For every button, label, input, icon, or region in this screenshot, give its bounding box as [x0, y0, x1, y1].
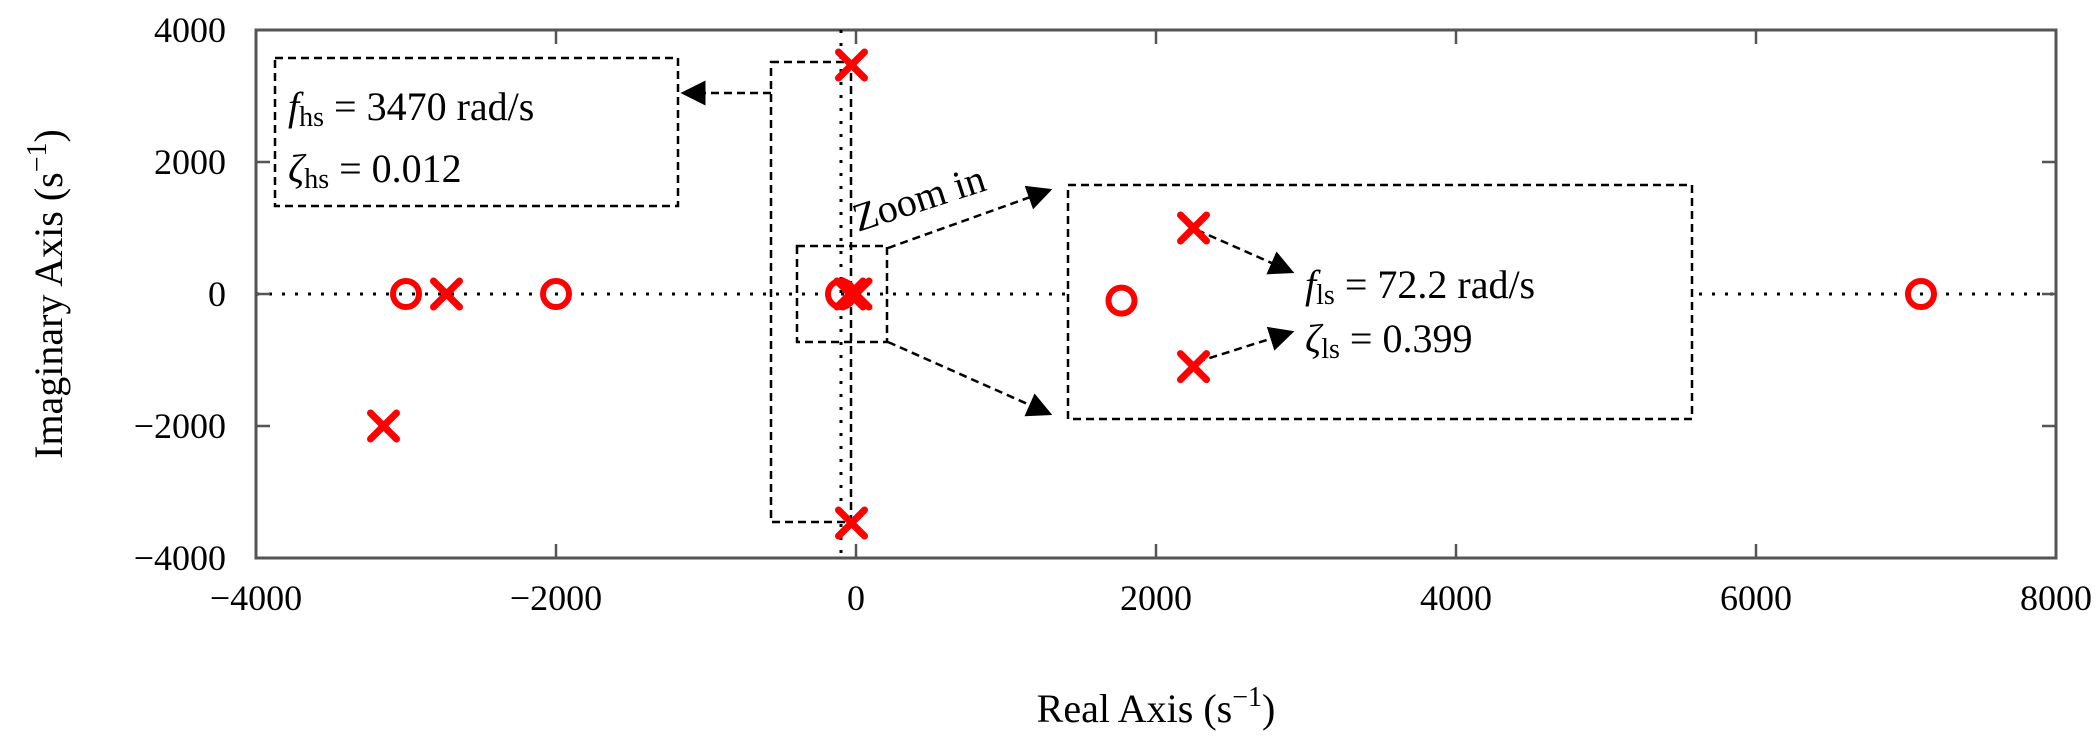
- x-tick-label: 2000: [1120, 578, 1192, 618]
- hs-damping-label: ζhs = 0.012: [288, 146, 462, 195]
- zero-marker: [540, 278, 572, 310]
- zoom-inset-box: [1066, 183, 1694, 421]
- x-tick-label: 8000: [2020, 578, 2092, 618]
- x-tick-label: 4000: [1420, 578, 1492, 618]
- ls-damping-symbol: ζ: [1305, 316, 1324, 361]
- y-axis-title-close: ): [26, 129, 71, 142]
- y-tick-label: 2000: [154, 142, 226, 182]
- inset-zero-marker: [1105, 284, 1138, 317]
- zoom-inset-markers: [1105, 211, 1210, 384]
- y-tick-label: 0: [208, 274, 226, 314]
- zero-marker: [1905, 278, 1937, 310]
- x-tick-label: −2000: [510, 578, 602, 618]
- y-axis-title-main: Imaginary Axis (s: [26, 172, 71, 459]
- x-axis-title-main: Real Axis (s: [1037, 686, 1233, 731]
- hs-annotation-box: [273, 56, 680, 208]
- x-tick-label: 0: [847, 578, 865, 618]
- pole-marker: [835, 506, 868, 540]
- x-tick-label: 6000: [1720, 578, 1792, 618]
- hs-damping-subscript: hs: [304, 164, 329, 195]
- hs-frequency-value: = 3470 rad/s: [324, 84, 534, 129]
- ls-frequency-subscript: ls: [1316, 280, 1335, 311]
- x-axis-title: Real Axis (s−1): [1037, 682, 1276, 731]
- pole-marker: [367, 409, 400, 443]
- zoom-source-box: [795, 244, 889, 344]
- x-axis-ticks: −4000 −2000 0 2000 4000 6000 8000: [210, 30, 2092, 618]
- hs-damping-symbol: ζ: [288, 146, 307, 191]
- ls-arrow-lower: [1196, 326, 1295, 364]
- hs-damping-value: = 0.012: [329, 146, 462, 191]
- ls-arrow-upper: [1196, 228, 1295, 275]
- pole-marker: [430, 277, 463, 311]
- hs-frequency-subscript: hs: [299, 102, 324, 133]
- pole-marker: [833, 277, 867, 311]
- zoom-arrow-bottom: [887, 340, 1053, 417]
- y-tick-label: −4000: [134, 538, 226, 578]
- x-axis-title-close: ): [1262, 686, 1275, 731]
- ls-frequency-value: = 72.2 rad/s: [1335, 262, 1535, 307]
- ls-damping-label: ζls = 0.399: [1305, 316, 1472, 365]
- data-markers: [367, 48, 1937, 540]
- zoom-arrow-top: [887, 185, 1053, 250]
- x-tick-label: −4000: [210, 578, 302, 618]
- zoom-in-label: Zoom in: [847, 156, 991, 241]
- zero-marker: [825, 278, 857, 310]
- x-axis-title-sup: −1: [1232, 682, 1262, 713]
- inset-pole-marker: [1177, 350, 1210, 384]
- ls-damping-subscript: ls: [1321, 334, 1340, 365]
- y-axis-ticks: −4000 −2000 0 2000 4000: [134, 10, 2056, 578]
- ls-damping-value: = 0.399: [1340, 316, 1473, 361]
- zero-marker: [390, 278, 422, 310]
- ls-frequency-label: fls = 72.2 rad/s: [1305, 262, 1535, 311]
- y-axis-title: Imaginary Axis (s−1): [22, 129, 71, 459]
- pole-marker: [835, 48, 868, 82]
- hs-frequency-label: fhs = 3470 rad/s: [288, 84, 534, 133]
- hs-pole-selection-box: [769, 60, 853, 524]
- y-tick-label: −2000: [134, 406, 226, 446]
- y-axis-title-sup: −1: [22, 142, 53, 172]
- y-tick-label: 4000: [154, 10, 226, 50]
- inset-pole-marker: [1177, 211, 1210, 245]
